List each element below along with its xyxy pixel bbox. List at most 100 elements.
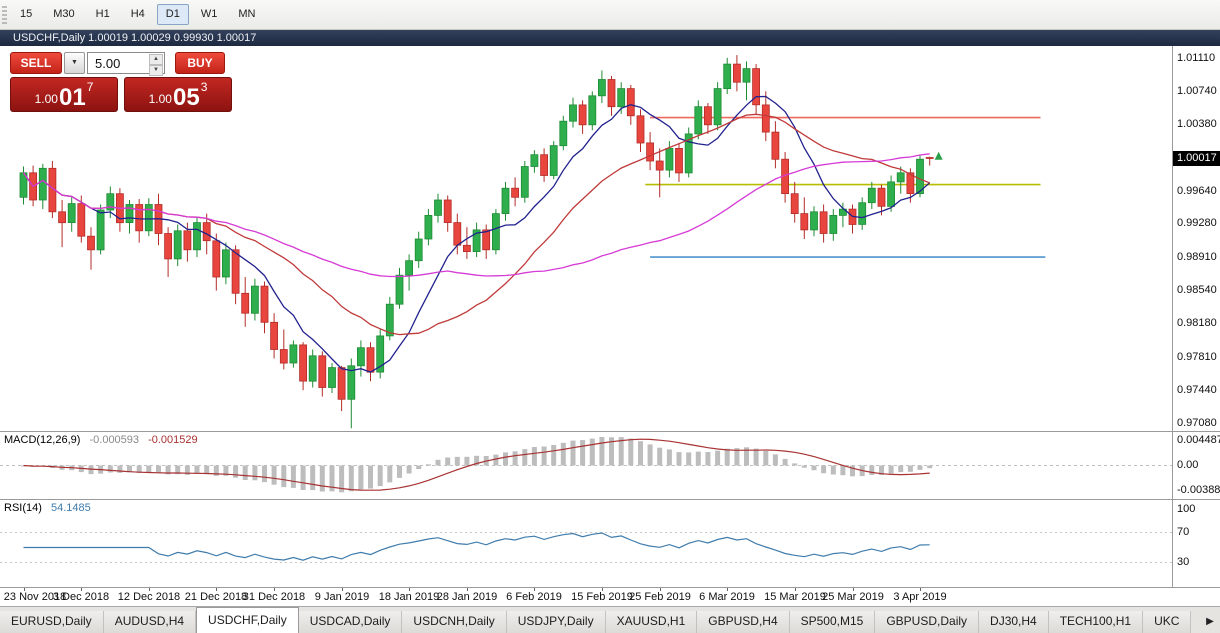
volume-spin-down-icon[interactable]: ▼: [149, 65, 163, 76]
timeframe-button-h1[interactable]: H1: [95, 8, 110, 20]
chart-tab-usdjpy-daily[interactable]: USDJPY,Daily: [506, 611, 606, 633]
chart-tab-ukc[interactable]: UKC: [1143, 611, 1192, 633]
candle-body: [241, 292, 250, 314]
candle-body: [867, 187, 876, 204]
timeframe-button-w1[interactable]: W1: [200, 8, 218, 20]
macd-plot-area[interactable]: MACD(12,26,9) -0.000593 -0.001529: [0, 432, 1172, 499]
timeframe-button-h4[interactable]: H4: [130, 8, 145, 20]
candle-body: [877, 187, 886, 207]
candle-body: [96, 209, 105, 251]
candle-body: [231, 249, 240, 294]
price-axis[interactable]: 1.00017 1.01110 1.00740 1.00380 0.99640 0.99…: [1172, 46, 1220, 431]
candle-body: [260, 285, 269, 323]
sell-price-display[interactable]: 1.00 01 7: [10, 77, 118, 112]
timeframe-button-m30[interactable]: M30: [53, 8, 75, 20]
macd-histogram-bar: [705, 452, 711, 466]
candle-body: [896, 172, 905, 183]
candle-body: [742, 68, 751, 83]
candle-body: [559, 120, 568, 147]
timeframe-toolbar: 15 M30 H1 H4 D1 W1 MN: [0, 0, 1220, 30]
macd-histogram-bar: [435, 459, 441, 466]
chart-tab-xauusd-h1[interactable]: XAUUSD,H1: [605, 611, 698, 633]
candle-body: [569, 104, 577, 122]
candle-body: [462, 244, 471, 253]
candle-body: [424, 214, 433, 240]
chart-tab-usdcnh-daily[interactable]: USDCNH,Daily: [402, 611, 507, 633]
candle-body: [193, 222, 201, 251]
buy-price-prefix: 1.00: [148, 92, 172, 106]
time-axis-label: 18 Jan 2019: [378, 591, 440, 603]
time-axis-tick: [795, 588, 796, 591]
candle-body: [752, 68, 760, 106]
sell-button[interactable]: SELL: [10, 52, 62, 74]
volume-spin-up-icon[interactable]: ▲: [149, 54, 163, 65]
macd-canvas[interactable]: [0, 432, 1172, 499]
macd-histogram-bar: [695, 451, 701, 466]
timeframe-button-mn[interactable]: MN: [238, 8, 256, 20]
macd-histogram-bar: [464, 456, 470, 466]
chart-tab-tech100-h1[interactable]: TECH100,H1: [1048, 611, 1144, 633]
candle-body: [771, 131, 780, 160]
buy-price-big: 05: [172, 84, 200, 111]
macd-histogram-bar: [454, 456, 460, 466]
buy-button[interactable]: BUY: [175, 52, 225, 74]
buy-price-display[interactable]: 1.00 05 3: [124, 77, 232, 112]
macd-name: MACD(12,26,9): [4, 434, 81, 446]
chart-tab-eurusd-daily[interactable]: EURUSD,Daily: [0, 611, 104, 633]
chart-tab-gbpusd-daily[interactable]: GBPUSD,Daily: [875, 611, 980, 633]
candle-body: [675, 148, 683, 174]
macd-histogram-bar: [348, 465, 354, 492]
candle-body: [328, 367, 336, 388]
timeframe-button-15[interactable]: 15: [20, 8, 33, 20]
tabs-scroll-right-button[interactable]: ▶: [1200, 611, 1220, 633]
time-axis[interactable]: 23 Nov 2018 3 Dec 2018 12 Dec 2018 21 Dec 2…: [0, 587, 1220, 606]
candle-body: [279, 349, 288, 364]
macd-histogram-bar: [397, 465, 402, 478]
macd-histogram-bar: [763, 451, 769, 466]
time-axis-tick: [342, 588, 343, 591]
toolbar-grip[interactable]: [2, 5, 7, 24]
candle-body: [164, 233, 173, 260]
time-axis-tick: [409, 588, 410, 591]
candle-body: [598, 79, 606, 97]
chart-tab-bar: EURUSD,Daily AUDUSD,H4 USDCHF,Daily USDCAD,…: [0, 606, 1220, 633]
price-axis-label: 0.99280: [1177, 217, 1217, 229]
macd-histogram-bar: [387, 465, 393, 483]
chart-window-titlebar[interactable]: USDCHF,Daily 1.00019 1.00029 0.99930 1.0…: [0, 30, 1220, 46]
rsi-label: RSI(14) 54.1485: [4, 502, 91, 514]
scroll-right-icon: ▶: [1206, 616, 1214, 627]
rsi-axis[interactable]: 100 70 30: [1172, 500, 1220, 587]
macd-histogram-bar: [744, 447, 749, 466]
candle-body: [540, 154, 548, 176]
order-options-dropdown[interactable]: ▼: [64, 52, 85, 74]
candle-body: [202, 222, 211, 242]
macd-histogram-bar: [821, 465, 827, 474]
chart-tab-gbpusd-h4[interactable]: GBPUSD,H4: [697, 611, 790, 633]
candle-body: [356, 347, 365, 367]
candle-body: [925, 157, 934, 159]
chart-tab-sp500-m15[interactable]: SP500,M15: [789, 611, 876, 633]
chart-tab-usdchf-daily[interactable]: USDCHF,Daily: [196, 607, 299, 633]
timeframe-button-d1[interactable]: D1: [156, 4, 189, 25]
macd-histogram-bar: [223, 465, 229, 476]
main-plot-area[interactable]: SELL ▼ ▲ ▼ BUY 1.00: [0, 46, 1172, 431]
main-chart-canvas[interactable]: [0, 46, 1172, 431]
macd-histogram-bar: [647, 444, 653, 466]
rsi-canvas[interactable]: [0, 500, 1172, 587]
rsi-plot-area[interactable]: RSI(14) 54.1485: [0, 500, 1172, 587]
candle-body: [491, 213, 500, 251]
volume-input[interactable]: [88, 53, 151, 72]
chart-tab-usdcad-daily[interactable]: USDCAD,Daily: [298, 611, 403, 633]
macd-histogram-bar: [580, 440, 586, 466]
chart-tab-audusd-h4[interactable]: AUDUSD,H4: [103, 611, 197, 633]
chart-tab-dj30-h4[interactable]: DJ30,H4: [979, 611, 1049, 633]
macd-histogram-bar: [869, 465, 875, 475]
macd-label: MACD(12,26,9) -0.000593 -0.001529: [4, 434, 198, 446]
macd-histogram-bar: [927, 465, 933, 469]
candle-body: [588, 95, 597, 126]
macd-axis[interactable]: 0.004487 0.00 -0.003883: [1172, 432, 1220, 499]
macd-histogram-bar: [782, 458, 788, 466]
candle-body: [385, 303, 394, 337]
candle-body: [530, 154, 539, 167]
